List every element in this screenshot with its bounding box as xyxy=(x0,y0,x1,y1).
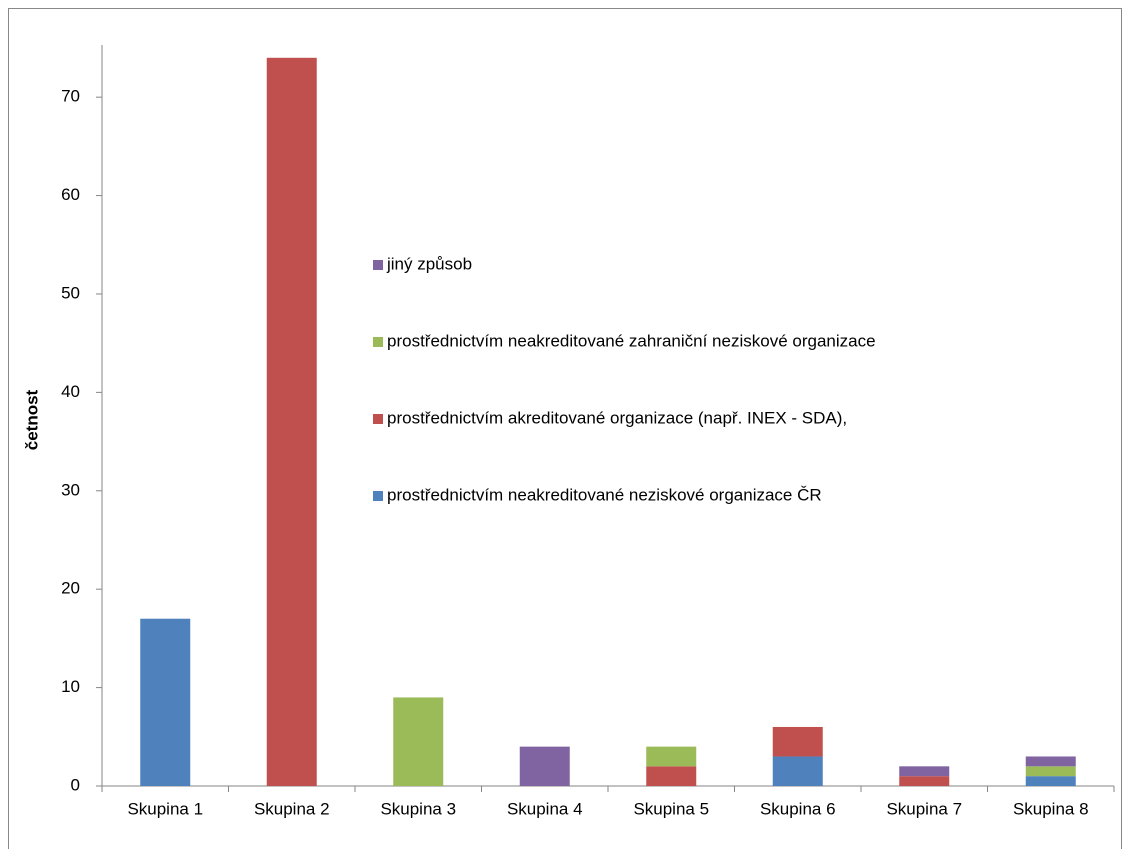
legend-label: jiný způsob xyxy=(386,254,472,273)
y-tick-label: 70 xyxy=(61,87,80,106)
x-tick-label: Skupina 8 xyxy=(1013,799,1089,818)
bar-segment xyxy=(1025,776,1076,786)
bar-segment xyxy=(1025,756,1076,767)
legend-label: prostřednictvím akreditované organizace … xyxy=(387,408,847,427)
legend-label: prostřednictvím neakreditované zahraničn… xyxy=(387,331,876,350)
legend-label: prostřednictvím neakreditované neziskové… xyxy=(387,485,822,504)
x-tick-label: Skupina 6 xyxy=(760,799,836,818)
x-tick-label: Skupina 1 xyxy=(127,799,203,818)
y-tick-label: 50 xyxy=(61,283,80,302)
y-tick-label: 60 xyxy=(61,185,80,204)
bar-segment xyxy=(772,726,823,757)
bar-segment xyxy=(899,776,950,786)
y-tick-label: 10 xyxy=(61,677,80,696)
bar-segment xyxy=(1025,766,1076,777)
bar-segment xyxy=(899,766,950,777)
bar-segment xyxy=(266,57,317,786)
legend-swatch xyxy=(373,491,383,501)
x-tick-label: Skupina 2 xyxy=(254,799,330,818)
legend-swatch xyxy=(373,337,383,347)
x-tick-label: Skupina 3 xyxy=(380,799,456,818)
bar-segment xyxy=(393,697,444,786)
x-tick-label: Skupina 4 xyxy=(507,799,583,818)
x-tick-label: Skupina 5 xyxy=(633,799,709,818)
bar-segment xyxy=(140,618,191,786)
bar-segment xyxy=(646,746,697,767)
y-tick-label: 40 xyxy=(61,382,80,401)
legend-swatch xyxy=(373,260,383,270)
y-tick-label: 20 xyxy=(61,579,80,598)
bar-segment xyxy=(772,756,823,786)
y-axis-label: četnost xyxy=(22,389,41,450)
bar-segment xyxy=(646,766,697,786)
legend-swatch xyxy=(373,414,383,424)
y-tick-label: 30 xyxy=(61,480,80,499)
x-tick-label: Skupina 7 xyxy=(886,799,962,818)
y-tick-label: 0 xyxy=(71,775,80,794)
bar-segment xyxy=(519,746,570,786)
chart-frame xyxy=(8,8,1122,849)
